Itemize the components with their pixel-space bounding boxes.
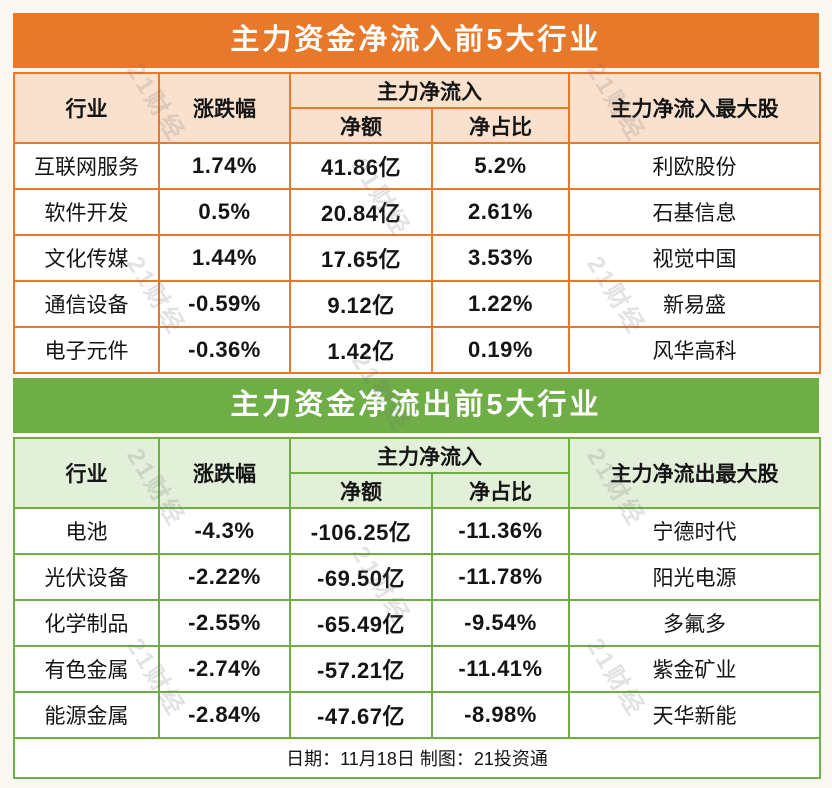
table-row: 通信设备 -0.59% 9.12亿 1.22% 新易盛 xyxy=(13,280,821,328)
col-header-net-ratio: 净占比 xyxy=(431,107,570,144)
outflow-table-header: 行业 涨跌幅 主力净流入 主力净流出最大股 净额 净占比 xyxy=(13,437,821,509)
top-stock-cell: 天华新能 xyxy=(568,691,821,739)
col-header-change: 涨跌幅 xyxy=(158,72,291,144)
industry-cell: 有色金属 xyxy=(13,645,160,693)
inflow-table: 行业 涨跌幅 主力净流入 主力净流入最大股 净额 净占比 互联网服务 1.74%… xyxy=(13,72,821,374)
outflow-table: 行业 涨跌幅 主力净流入 主力净流出最大股 净额 净占比 电池 -4.3% -1… xyxy=(13,437,821,779)
top-stock-cell: 新易盛 xyxy=(568,280,821,328)
net-amount-cell: 41.86亿 xyxy=(289,142,433,190)
net-amount-cell: -57.21亿 xyxy=(289,645,433,693)
net-ratio-cell: -8.98% xyxy=(431,691,570,739)
col-header-industry: 行业 xyxy=(13,437,160,509)
net-ratio-cell: -11.41% xyxy=(431,645,570,693)
industry-cell: 能源金属 xyxy=(13,691,160,739)
net-amount-cell: -69.50亿 xyxy=(289,553,433,601)
net-ratio-cell: 3.53% xyxy=(431,234,570,282)
outflow-title-banner: 主力资金净流出前5大行业 xyxy=(13,378,819,433)
industry-cell: 文化传媒 xyxy=(13,234,160,282)
col-group-header-net-inflow: 主力净流入 xyxy=(289,437,570,474)
table-row: 电子元件 -0.36% 1.42亿 0.19% 风华高科 xyxy=(13,326,821,374)
col-header-industry: 行业 xyxy=(13,72,160,144)
change-cell: 1.44% xyxy=(158,234,291,282)
inflow-table-header: 行业 涨跌幅 主力净流入 主力净流入最大股 净额 净占比 xyxy=(13,72,821,144)
change-cell: -0.36% xyxy=(158,326,291,374)
net-ratio-cell: 5.2% xyxy=(431,142,570,190)
net-amount-cell: 1.42亿 xyxy=(289,326,433,374)
net-ratio-cell: -9.54% xyxy=(431,599,570,647)
table-row: 文化传媒 1.44% 17.65亿 3.53% 视觉中国 xyxy=(13,234,821,282)
industry-cell: 电池 xyxy=(13,507,160,555)
table-row: 能源金属 -2.84% -47.67亿 -8.98% 天华新能 xyxy=(13,691,821,739)
industry-cell: 化学制品 xyxy=(13,599,160,647)
industry-cell: 互联网服务 xyxy=(13,142,160,190)
industry-cell: 光伏设备 xyxy=(13,553,160,601)
table-row: 光伏设备 -2.22% -69.50亿 -11.78% 阳光电源 xyxy=(13,553,821,601)
col-header-top-stock: 主力净流入最大股 xyxy=(568,72,821,144)
net-ratio-cell: 2.61% xyxy=(431,188,570,236)
inflow-title-banner: 主力资金净流入前5大行业 xyxy=(13,13,819,68)
change-cell: -2.55% xyxy=(158,599,291,647)
date-credit-note: 日期：11月18日 制图：21投资通 xyxy=(13,737,821,779)
col-header-net-amount: 净额 xyxy=(289,107,433,144)
net-amount-cell: -65.49亿 xyxy=(289,599,433,647)
col-header-net-ratio: 净占比 xyxy=(431,472,570,509)
top-stock-cell: 利欧股份 xyxy=(568,142,821,190)
col-header-change: 涨跌幅 xyxy=(158,437,291,509)
change-cell: -0.59% xyxy=(158,280,291,328)
net-ratio-cell: -11.36% xyxy=(431,507,570,555)
table-row: 有色金属 -2.74% -57.21亿 -11.41% 紫金矿业 xyxy=(13,645,821,693)
change-cell: -2.22% xyxy=(158,553,291,601)
net-ratio-cell: 1.22% xyxy=(431,280,570,328)
col-group-header-net-inflow: 主力净流入 xyxy=(289,72,570,109)
net-amount-cell: -106.25亿 xyxy=(289,507,433,555)
industry-cell: 软件开发 xyxy=(13,188,160,236)
top-stock-cell: 宁德时代 xyxy=(568,507,821,555)
change-cell: 0.5% xyxy=(158,188,291,236)
net-amount-cell: 20.84亿 xyxy=(289,188,433,236)
top-stock-cell: 石基信息 xyxy=(568,188,821,236)
top-stock-cell: 风华高科 xyxy=(568,326,821,374)
table-row: 化学制品 -2.55% -65.49亿 -9.54% 多氟多 xyxy=(13,599,821,647)
net-ratio-cell: -11.78% xyxy=(431,553,570,601)
industry-cell: 电子元件 xyxy=(13,326,160,374)
table-row: 互联网服务 1.74% 41.86亿 5.2% 利欧股份 xyxy=(13,142,821,190)
change-cell: -2.74% xyxy=(158,645,291,693)
infographic: 主力资金净流入前5大行业 行业 涨跌幅 主力净流入 主力净流入最大股 净额 净占… xyxy=(13,13,821,783)
net-ratio-cell: 0.19% xyxy=(431,326,570,374)
change-cell: 1.74% xyxy=(158,142,291,190)
footer-row: 日期：11月18日 制图：21投资通 xyxy=(13,737,821,779)
table-row: 电池 -4.3% -106.25亿 -11.36% 宁德时代 xyxy=(13,507,821,555)
top-stock-cell: 紫金矿业 xyxy=(568,645,821,693)
change-cell: -4.3% xyxy=(158,507,291,555)
net-amount-cell: -47.67亿 xyxy=(289,691,433,739)
change-cell: -2.84% xyxy=(158,691,291,739)
top-stock-cell: 多氟多 xyxy=(568,599,821,647)
net-amount-cell: 9.12亿 xyxy=(289,280,433,328)
col-header-top-stock: 主力净流出最大股 xyxy=(568,437,821,509)
net-amount-cell: 17.65亿 xyxy=(289,234,433,282)
table-row: 软件开发 0.5% 20.84亿 2.61% 石基信息 xyxy=(13,188,821,236)
top-stock-cell: 阳光电源 xyxy=(568,553,821,601)
top-stock-cell: 视觉中国 xyxy=(568,234,821,282)
col-header-net-amount: 净额 xyxy=(289,472,433,509)
industry-cell: 通信设备 xyxy=(13,280,160,328)
